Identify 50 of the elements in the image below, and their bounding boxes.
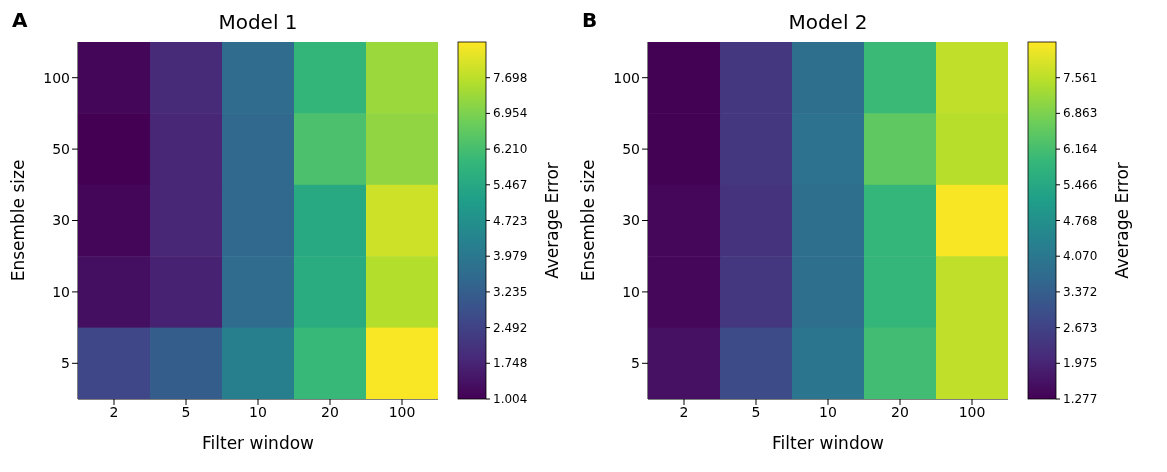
chart-title: Model 1: [217, 10, 299, 34]
y-axis-title: Ensemble size: [578, 159, 599, 282]
color-bar-label: 6.954: [493, 106, 528, 121]
color-bar-label: 6.210: [493, 142, 528, 157]
y-tick-label: 50: [622, 141, 640, 158]
y-tick-label: 100: [43, 69, 70, 86]
color-bar-label: 3.235: [493, 284, 528, 299]
color-bar-label: 1.277: [1063, 392, 1098, 406]
color-bar-label: 7.561: [1063, 70, 1098, 85]
color-bar-label: 4.768: [1063, 213, 1098, 228]
y-tick-label: 10: [52, 283, 70, 300]
x-tick-label: 10: [249, 403, 267, 420]
y-tick-label: 100: [613, 69, 640, 86]
x-tick-label: 2: [109, 403, 119, 420]
color-bar-title: Average Error: [1112, 162, 1132, 279]
x-tick-label: 2: [679, 403, 689, 420]
y-tick-label: 5: [631, 355, 640, 372]
color-bar-label: 2.492: [493, 320, 528, 335]
x-tick-label: 5: [181, 403, 191, 420]
x-axis-title: Filter window: [201, 433, 315, 453]
color-bar-label: 2.673: [1063, 320, 1098, 335]
chart-title: Model 2: [787, 10, 869, 34]
y-axis-title: Ensemble size: [8, 159, 29, 282]
x-tick-label: 100: [958, 403, 986, 420]
y-tick-label: 10: [622, 283, 640, 300]
color-bar-label: 4.070: [1063, 249, 1098, 264]
x-tick-label: 20: [891, 403, 909, 420]
color-bar-label: 1.975: [1063, 356, 1098, 371]
x-tick-label: 20: [321, 403, 339, 420]
color-bar-label: 4.723: [493, 213, 528, 228]
text: B: [582, 8, 598, 32]
color-bar-label: 6.863: [1063, 106, 1098, 121]
y-tick-label: 30: [52, 212, 70, 229]
color-bar-label: 5.466: [1063, 177, 1098, 192]
color-bar-label: 6.164: [1063, 142, 1098, 157]
color-bar-label: 1.748: [493, 356, 528, 371]
x-axis-title: Filter window: [771, 433, 885, 453]
x-tick-label: 10: [819, 403, 837, 420]
color-bar-label: 7.698: [493, 70, 528, 85]
y-tick-label: 30: [622, 212, 640, 229]
color-bar-title: Average Error: [542, 162, 562, 279]
y-tick-label: 50: [52, 141, 70, 158]
color-bar-label: 3.372: [1063, 284, 1098, 299]
color-bar-label: 1.004: [493, 392, 528, 406]
color-bar-label: 3.979: [493, 249, 528, 264]
x-tick-label: 5: [751, 403, 761, 420]
text: A: [12, 8, 28, 32]
x-tick-label: 100: [388, 403, 416, 420]
color-bar-label: 5.467: [493, 177, 528, 192]
y-tick-label: 5: [61, 355, 70, 372]
